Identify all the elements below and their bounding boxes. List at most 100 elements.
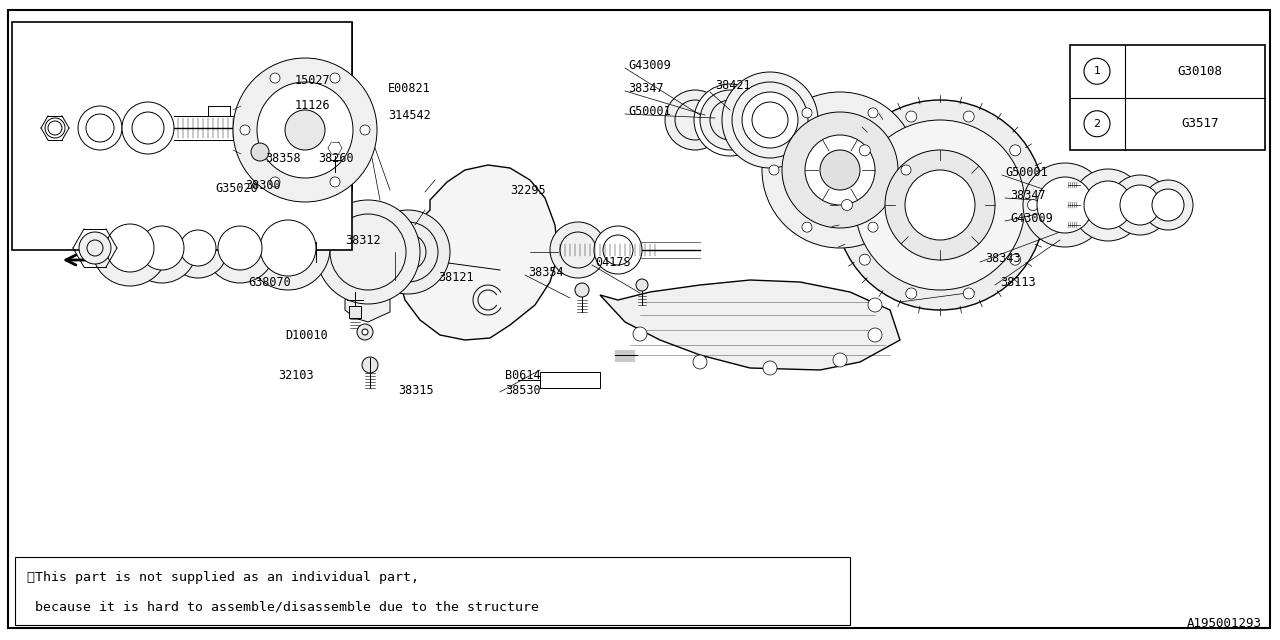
- Circle shape: [260, 220, 316, 276]
- Text: 32295: 32295: [509, 184, 545, 196]
- Circle shape: [180, 230, 216, 266]
- Circle shape: [132, 112, 164, 144]
- Circle shape: [868, 222, 878, 232]
- Circle shape: [140, 226, 184, 270]
- Text: FRONT: FRONT: [125, 253, 166, 267]
- Circle shape: [78, 106, 122, 150]
- Circle shape: [884, 150, 995, 260]
- Text: 38121: 38121: [438, 271, 474, 284]
- Circle shape: [251, 143, 269, 161]
- Circle shape: [634, 327, 646, 341]
- Circle shape: [964, 111, 974, 122]
- Circle shape: [1010, 254, 1020, 265]
- Circle shape: [805, 135, 876, 205]
- Circle shape: [1073, 169, 1144, 241]
- Text: E00821: E00821: [388, 81, 431, 95]
- Circle shape: [868, 108, 878, 118]
- Text: 0417S: 0417S: [595, 255, 631, 269]
- Circle shape: [561, 232, 596, 268]
- Circle shape: [820, 150, 860, 190]
- Circle shape: [855, 120, 1025, 290]
- Circle shape: [763, 361, 777, 375]
- Circle shape: [270, 73, 280, 83]
- Circle shape: [742, 92, 797, 148]
- Circle shape: [330, 177, 340, 187]
- Text: 38343: 38343: [986, 252, 1020, 264]
- Circle shape: [86, 114, 114, 142]
- Text: G35020: G35020: [215, 182, 257, 195]
- Circle shape: [127, 213, 197, 283]
- Circle shape: [666, 90, 724, 150]
- Text: 314542: 314542: [388, 109, 431, 122]
- Circle shape: [710, 100, 750, 140]
- Circle shape: [390, 234, 426, 270]
- Text: 38300: 38300: [244, 179, 280, 191]
- Circle shape: [246, 206, 330, 290]
- Circle shape: [700, 90, 760, 150]
- Circle shape: [859, 145, 870, 156]
- Text: 38315: 38315: [398, 383, 434, 397]
- Circle shape: [362, 357, 378, 373]
- Circle shape: [803, 222, 812, 232]
- Circle shape: [45, 118, 65, 138]
- Circle shape: [901, 165, 911, 175]
- Text: 38260: 38260: [317, 152, 353, 164]
- Circle shape: [833, 353, 847, 367]
- Bar: [1070, 45, 1265, 150]
- Text: ※This part is not supplied as an individual part,: ※This part is not supplied as an individ…: [27, 570, 419, 584]
- Polygon shape: [600, 280, 900, 370]
- Text: A195001293: A195001293: [1187, 617, 1262, 630]
- Circle shape: [868, 328, 882, 342]
- Circle shape: [868, 298, 882, 312]
- Circle shape: [732, 82, 808, 158]
- Text: 38104: 38104: [186, 236, 223, 248]
- Text: because it is hard to assemble/disassemble due to the structure: because it is hard to assemble/disassemb…: [27, 600, 539, 614]
- Circle shape: [122, 102, 174, 154]
- Circle shape: [841, 200, 852, 211]
- Circle shape: [49, 121, 61, 135]
- Circle shape: [1023, 163, 1107, 247]
- Circle shape: [1152, 189, 1184, 221]
- Circle shape: [205, 213, 275, 283]
- Circle shape: [233, 58, 378, 202]
- Text: 38347: 38347: [628, 81, 663, 95]
- Text: 2: 2: [1093, 119, 1101, 129]
- Circle shape: [594, 226, 643, 274]
- Bar: [15, 557, 850, 625]
- Text: G3517: G3517: [1181, 117, 1219, 131]
- Text: 38530: 38530: [506, 383, 540, 397]
- Circle shape: [1143, 180, 1193, 230]
- Circle shape: [859, 254, 870, 265]
- Circle shape: [87, 240, 102, 256]
- Circle shape: [330, 73, 340, 83]
- Polygon shape: [241, 110, 270, 146]
- Circle shape: [366, 210, 451, 294]
- Text: 15027: 15027: [294, 74, 330, 86]
- Circle shape: [241, 125, 250, 135]
- Circle shape: [257, 82, 353, 178]
- Text: G50001: G50001: [628, 104, 671, 118]
- Text: 38347: 38347: [1010, 189, 1046, 202]
- Circle shape: [1084, 58, 1110, 84]
- Circle shape: [378, 222, 438, 282]
- Circle shape: [1120, 185, 1160, 225]
- Circle shape: [603, 235, 634, 265]
- Circle shape: [1084, 111, 1110, 137]
- Text: 1: 1: [1093, 67, 1101, 76]
- Circle shape: [285, 110, 325, 150]
- Text: 32103: 32103: [278, 369, 314, 381]
- Text: G43009: G43009: [1010, 211, 1052, 225]
- Circle shape: [92, 210, 168, 286]
- Text: D10010: D10010: [285, 328, 328, 342]
- Circle shape: [964, 288, 974, 299]
- Circle shape: [218, 226, 262, 270]
- Circle shape: [782, 112, 899, 228]
- Circle shape: [168, 218, 228, 278]
- Circle shape: [360, 125, 370, 135]
- Text: 38312: 38312: [346, 234, 380, 246]
- Circle shape: [1010, 145, 1020, 156]
- Polygon shape: [346, 275, 390, 322]
- Circle shape: [550, 222, 605, 278]
- Circle shape: [692, 355, 707, 369]
- Circle shape: [1037, 177, 1093, 233]
